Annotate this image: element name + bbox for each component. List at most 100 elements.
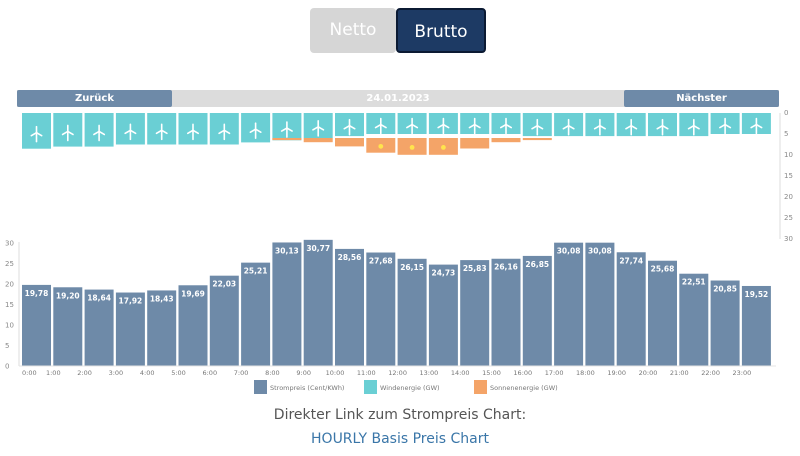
price-data-label: 30,08 <box>588 247 612 256</box>
next-button[interactable]: Nächster <box>624 90 779 107</box>
x-tick-label: 19:00 <box>607 369 626 377</box>
legend-label: Strompreis (Cent/KWh) <box>270 384 344 392</box>
x-tick-label: 13:00 <box>420 369 439 377</box>
wind-turbine-icon <box>593 118 606 136</box>
price-bar <box>460 260 490 366</box>
x-tick-label: 15:00 <box>482 369 501 377</box>
x-tick-label: 11:00 <box>357 369 376 377</box>
price-data-label: 19,69 <box>181 289 205 298</box>
wind-turbine-icon <box>750 117 763 135</box>
x-tick-label: 22:00 <box>701 369 720 377</box>
price-bar <box>84 289 114 366</box>
price-bar <box>585 242 615 366</box>
price-data-label: 20,85 <box>713 285 737 294</box>
price-data-label: 22,51 <box>682 278 706 287</box>
wind-turbine-icon <box>61 124 74 142</box>
energy-axis-tick: 20 <box>784 193 793 201</box>
x-tick-label: 8:00 <box>265 369 280 377</box>
wind-turbine-icon <box>531 118 544 136</box>
price-data-label: 18,43 <box>150 294 174 303</box>
price-bar <box>53 287 83 366</box>
legend-swatch <box>254 380 267 394</box>
x-tick-label: 12:00 <box>388 369 407 377</box>
wind-turbine-icon <box>30 125 43 143</box>
legend-swatch <box>364 380 377 394</box>
price-bar <box>522 255 552 366</box>
price-axis-tick: 5 <box>5 342 9 350</box>
solar-bar <box>335 138 364 147</box>
x-tick-label: 18:00 <box>576 369 595 377</box>
wind-turbine-icon <box>343 118 356 136</box>
brutto-button[interactable]: Brutto <box>396 8 486 53</box>
price-bar <box>147 290 177 366</box>
legend-label: Sonnenenergie (GW) <box>490 384 558 392</box>
price-data-label: 30,08 <box>557 247 581 256</box>
price-data-label: 17,92 <box>119 297 143 306</box>
energy-axis-tick: 10 <box>784 151 793 159</box>
price-data-label: 28,56 <box>338 253 362 262</box>
price-data-label: 30,13 <box>275 246 299 255</box>
price-bar <box>679 273 709 366</box>
wind-turbine-icon <box>312 120 325 137</box>
x-tick-label: 17:00 <box>545 369 564 377</box>
price-data-label: 26,15 <box>400 263 424 272</box>
solar-bar <box>460 138 490 149</box>
wind-turbine-icon <box>218 123 231 141</box>
price-bar <box>710 280 740 366</box>
price-axis-tick: 20 <box>5 281 14 289</box>
x-tick-label: 20:00 <box>639 369 658 377</box>
solar-bar <box>303 138 333 143</box>
price-bar <box>335 248 364 366</box>
price-bar <box>648 260 677 366</box>
price-data-label: 25,68 <box>651 265 675 274</box>
link-intro-text: Direkter Link zum Strompreis Chart: <box>273 407 527 423</box>
price-data-label: 22,03 <box>212 280 236 289</box>
price-bar <box>366 252 396 366</box>
date-navigation: Zurück 24.01.2023 Nächster <box>17 90 779 107</box>
wind-turbine-icon <box>406 117 419 135</box>
price-data-label: 30,77 <box>306 244 330 253</box>
solar-bar <box>522 138 552 141</box>
price-bar <box>554 242 584 366</box>
wind-turbine-icon <box>656 118 669 136</box>
price-bar <box>115 292 145 366</box>
price-bar <box>209 275 239 366</box>
price-data-label: 18,64 <box>87 294 111 303</box>
x-tick-label: 9:00 <box>296 369 311 377</box>
price-bar <box>397 258 427 366</box>
hourly-chart-link[interactable]: HOURLY Basis Preis Chart <box>0 431 800 447</box>
energy-axis-tick: 0 <box>784 109 788 117</box>
energy-axis-tick: 15 <box>784 172 793 180</box>
wind-turbine-icon <box>437 117 450 135</box>
price-bar <box>241 262 271 366</box>
back-button[interactable]: Zurück <box>17 90 172 107</box>
solar-bar <box>272 138 302 141</box>
x-tick-label: 1:00 <box>46 369 61 377</box>
wind-turbine-icon <box>187 123 199 141</box>
wind-turbine-icon <box>93 124 106 142</box>
x-tick-label: 2:00 <box>77 369 92 377</box>
price-data-label: 25,83 <box>463 264 487 273</box>
wind-turbine-icon <box>719 117 732 135</box>
price-data-label: 25,21 <box>244 267 268 276</box>
x-tick-label: 7:00 <box>234 369 249 377</box>
price-bar <box>22 284 51 366</box>
price-energy-chart: 0 5 10 15 20 25 30 0 5 10 15 20 25 30 19,78 0:00 19,20 1:… <box>5 109 793 394</box>
price-bar <box>303 239 333 366</box>
wind-turbine-icon <box>687 118 700 136</box>
x-tick-label: 16:00 <box>513 369 532 377</box>
energy-axis-tick: 30 <box>784 235 793 243</box>
netto-button[interactable]: Netto <box>310 8 396 53</box>
x-tick-label: 4:00 <box>140 369 155 377</box>
price-bar <box>741 285 771 366</box>
price-axis-tick: 15 <box>5 301 14 309</box>
price-bar <box>272 242 302 366</box>
sun-icon <box>441 145 446 150</box>
price-type-toggle: Netto Brutto <box>310 8 486 53</box>
price-data-label: 19,78 <box>25 289 49 298</box>
wind-turbine-icon <box>155 123 168 141</box>
solar-bar <box>491 138 521 143</box>
x-tick-label: 0:00 <box>22 369 37 377</box>
link-rest: Basis Preis Chart <box>367 431 489 447</box>
wind-turbine-icon <box>124 123 137 141</box>
